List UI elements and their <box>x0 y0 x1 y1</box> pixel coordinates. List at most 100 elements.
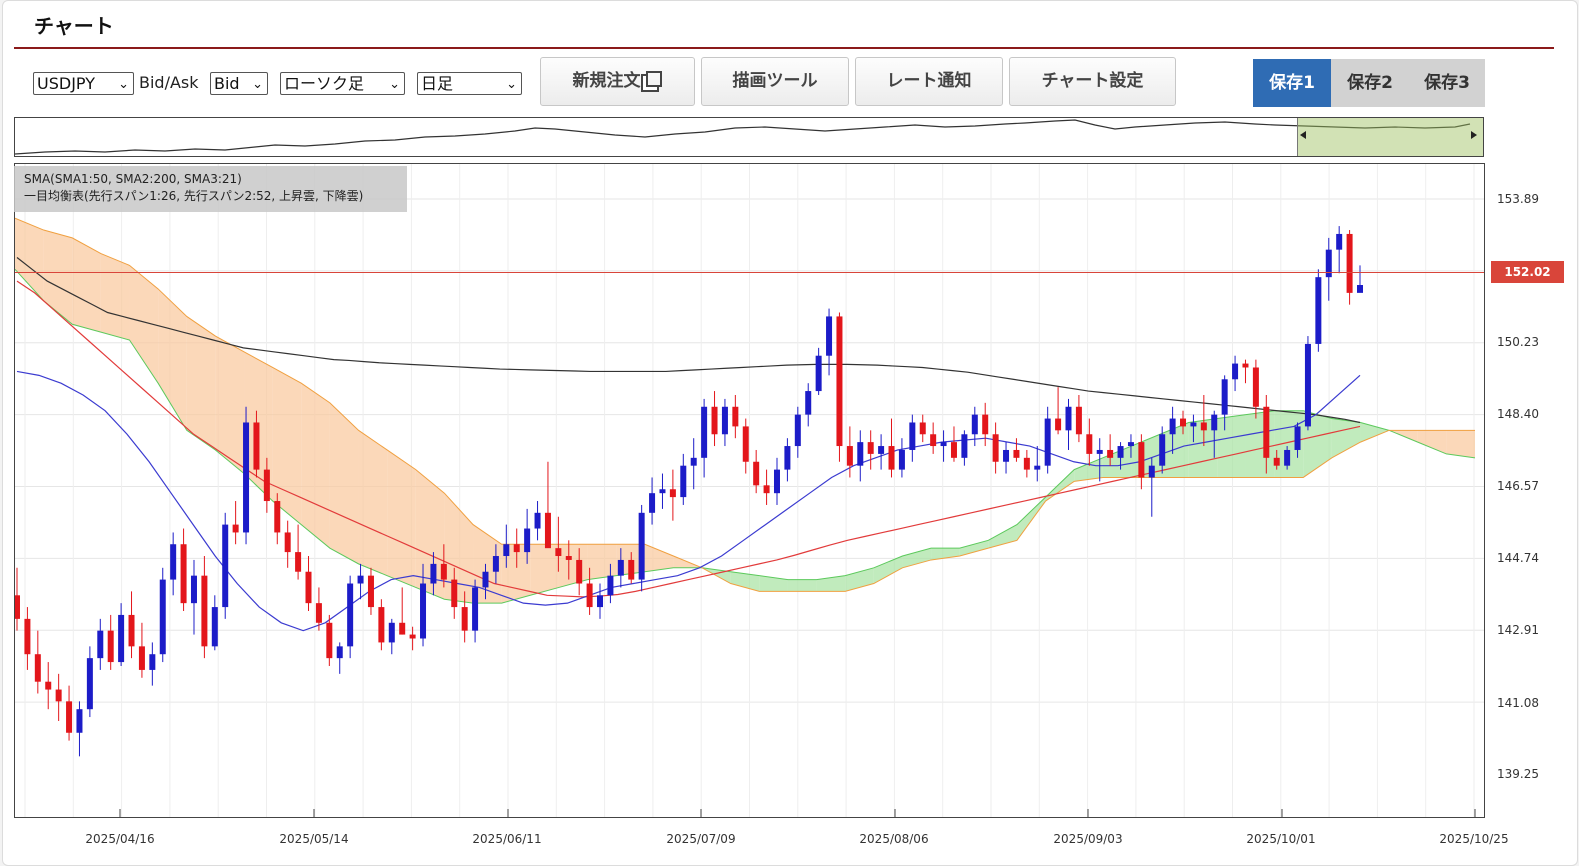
kumo-up-area <box>1331 418 1361 458</box>
title-divider <box>14 47 1554 49</box>
candle-up <box>347 583 354 647</box>
candle-down <box>399 622 406 635</box>
y-tick-label: 146.57 <box>1497 479 1539 493</box>
navigator-right-handle-icon[interactable] <box>1471 131 1477 139</box>
candle-up <box>597 595 604 608</box>
draw-tools-button[interactable]: 描画ツール <box>701 57 849 106</box>
kumo-up-area <box>759 575 788 592</box>
candle-down <box>1200 422 1207 431</box>
candle-down <box>45 681 52 690</box>
candle-down <box>315 603 322 623</box>
candle-up <box>472 587 479 631</box>
candle-up <box>961 434 968 458</box>
candle-down <box>586 583 593 608</box>
save-slot-2[interactable]: 保存2 <box>1331 59 1409 107</box>
candle-down <box>576 559 583 584</box>
timeframe-value: 日足 <box>421 74 454 93</box>
candle-up <box>898 449 905 470</box>
candle-up <box>857 442 864 466</box>
x-tick-label: 2025/10/01 <box>1246 832 1316 846</box>
navigator-range-window[interactable] <box>1297 118 1483 156</box>
new-order-button[interactable]: 新規注文 <box>540 57 695 106</box>
candle-up <box>1232 363 1239 380</box>
candle-down <box>992 434 999 462</box>
kumo-down-area <box>72 237 101 333</box>
kumo-up-area <box>1102 446 1132 478</box>
x-tick-label: 2025/08/06 <box>859 832 929 846</box>
candle-down <box>128 614 135 647</box>
candle-up <box>482 571 489 588</box>
candle-up <box>492 556 499 572</box>
kumo-up-area <box>787 579 817 592</box>
candle-up <box>1325 249 1332 278</box>
candle-up <box>170 544 177 580</box>
candle-down <box>295 552 302 572</box>
chart-type-value: ローソク足 <box>284 74 365 93</box>
sma-21-line <box>16 370 1361 632</box>
senkou-span-a-line <box>15 268 1476 604</box>
candle-up <box>659 489 666 494</box>
candle-up <box>617 559 624 576</box>
kumo-up-area <box>1045 469 1075 502</box>
chart-settings-button[interactable]: チャート設定 <box>1009 57 1176 106</box>
candle-up <box>1357 285 1363 293</box>
y-tick-label: 150.23 <box>1497 335 1539 349</box>
navigator-overview[interactable] <box>14 117 1484 157</box>
save-slot-1[interactable]: 保存1 <box>1253 59 1331 107</box>
candle-down <box>919 422 926 435</box>
timeframe-select[interactable]: 日足 ⌄ <box>417 72 522 95</box>
candle-up <box>420 583 427 639</box>
kumo-down-area <box>587 544 617 580</box>
candle-down <box>982 414 989 435</box>
candle-up <box>97 630 104 659</box>
new-window-icon <box>646 71 663 87</box>
kumo-down-area <box>1446 430 1475 458</box>
candle-up <box>794 414 801 447</box>
kumo-up-area <box>1360 422 1390 443</box>
candle-up <box>159 579 166 655</box>
save-slot-3[interactable]: 保存3 <box>1409 59 1485 107</box>
candle-up <box>1315 277 1322 344</box>
bidask-label: Bid/Ask <box>139 73 199 92</box>
candle-down <box>107 630 114 663</box>
kumo-up-area <box>1217 414 1246 478</box>
kumo-down-area <box>43 230 73 325</box>
candle-down <box>836 316 843 447</box>
price-chart[interactable] <box>14 163 1485 818</box>
y-tick-label: 141.08 <box>1497 696 1539 710</box>
candle-down <box>742 426 749 462</box>
symbol-select[interactable]: USDJPY ⌄ <box>33 72 134 95</box>
chart-type-select[interactable]: ローソク足 ⌄ <box>280 72 405 95</box>
x-tick-label: 2025/10/25 <box>1439 832 1509 846</box>
candle-down <box>1075 406 1082 435</box>
candle-up <box>1284 449 1291 466</box>
candle-up <box>878 446 885 454</box>
candle-down <box>867 442 874 454</box>
symbol-value: USDJPY <box>37 74 95 93</box>
candle-down <box>732 406 739 427</box>
candle-down <box>1107 449 1114 458</box>
kumo-down-area <box>387 449 416 588</box>
candle-down <box>367 575 374 608</box>
candle-up <box>1148 465 1155 478</box>
kumo-down-area <box>100 253 130 341</box>
candle-down <box>1263 406 1270 458</box>
candle-down <box>34 654 41 682</box>
y-tick-label: 148.40 <box>1497 407 1539 421</box>
candle-up <box>211 607 218 647</box>
navigator-left-handle-icon[interactable] <box>1300 131 1306 139</box>
chevron-down-icon: ⌄ <box>389 77 400 92</box>
kumo-down-area <box>644 544 674 572</box>
candle-up <box>1065 406 1072 431</box>
rate-alert-button[interactable]: レート通知 <box>855 57 1003 106</box>
candle-down <box>1023 457 1030 470</box>
candle-up <box>1096 449 1103 454</box>
sma-50-line <box>16 280 1361 598</box>
bidask-select[interactable]: Bid ⌄ <box>210 72 268 95</box>
candle-down <box>201 575 208 647</box>
candle-up <box>826 316 833 356</box>
candle-up <box>909 422 916 450</box>
candle-down <box>753 461 760 486</box>
navigator-line <box>15 119 1471 155</box>
new-order-label: 新規注文 <box>572 71 641 91</box>
